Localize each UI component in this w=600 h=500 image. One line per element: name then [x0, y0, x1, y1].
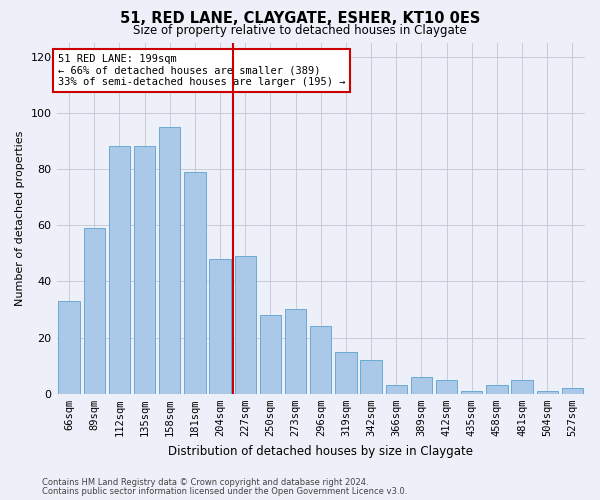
Bar [436, 380, 457, 394]
Bar [486, 386, 508, 394]
Text: 51, RED LANE, CLAYGATE, ESHER, KT10 0ES: 51, RED LANE, CLAYGATE, ESHER, KT10 0ES [120, 11, 480, 26]
Text: 51 RED LANE: 199sqm
← 66% of detached houses are smaller (389)
33% of semi-detac: 51 RED LANE: 199sqm ← 66% of detached ho… [58, 54, 345, 87]
Bar [235, 256, 256, 394]
Bar [83, 228, 105, 394]
Bar [562, 388, 583, 394]
Text: Contains HM Land Registry data © Crown copyright and database right 2024.: Contains HM Land Registry data © Crown c… [42, 478, 368, 487]
Text: Contains public sector information licensed under the Open Government Licence v3: Contains public sector information licen… [42, 487, 407, 496]
Bar [209, 259, 231, 394]
Y-axis label: Number of detached properties: Number of detached properties [15, 130, 25, 306]
Bar [310, 326, 331, 394]
Bar [159, 127, 181, 394]
Bar [184, 172, 206, 394]
Bar [260, 315, 281, 394]
Bar [536, 391, 558, 394]
Bar [461, 391, 482, 394]
Bar [411, 377, 432, 394]
Bar [335, 352, 356, 394]
Bar [511, 380, 533, 394]
Bar [386, 386, 407, 394]
Bar [134, 146, 155, 394]
Bar [58, 301, 80, 394]
Bar [361, 360, 382, 394]
Bar [285, 310, 307, 394]
X-axis label: Distribution of detached houses by size in Claygate: Distribution of detached houses by size … [168, 444, 473, 458]
Bar [109, 146, 130, 394]
Text: Size of property relative to detached houses in Claygate: Size of property relative to detached ho… [133, 24, 467, 37]
